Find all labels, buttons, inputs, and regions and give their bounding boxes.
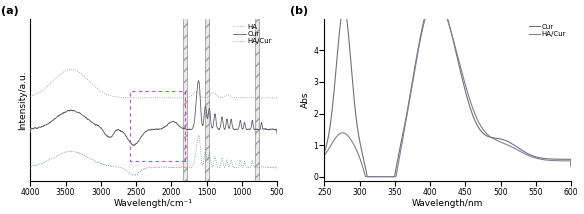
HA xyxy=(69,68,77,71)
HA/Cur xyxy=(461,83,468,85)
Y-axis label: Abs: Abs xyxy=(301,92,311,108)
HA/Cur xyxy=(568,166,575,168)
Cur xyxy=(27,131,34,134)
Cur xyxy=(340,7,347,10)
Legend: HA, Cur, HA/Cur: HA, Cur, HA/Cur xyxy=(232,22,273,46)
HA/Cur xyxy=(436,0,443,2)
Bar xyxy=(130,91,185,161)
HA/Cur xyxy=(340,132,347,134)
Cur xyxy=(568,165,575,168)
HA/Cur xyxy=(58,152,65,155)
HA/Cur xyxy=(426,5,433,8)
Cur xyxy=(130,144,137,147)
Line: HA/Cur: HA/Cur xyxy=(324,0,571,177)
Cur xyxy=(32,126,39,129)
Cur xyxy=(231,128,238,131)
Cur xyxy=(426,1,433,3)
Text: (b): (b) xyxy=(290,6,308,16)
HA xyxy=(245,96,252,99)
Cur xyxy=(179,127,186,129)
HA/Cur xyxy=(179,166,186,169)
Cur xyxy=(273,133,280,135)
Cur xyxy=(461,89,468,91)
HA xyxy=(58,72,65,75)
HA xyxy=(231,96,238,99)
HA/Cur xyxy=(32,164,39,167)
Line: HA/Cur: HA/Cur xyxy=(30,135,277,175)
Cur xyxy=(350,91,357,93)
Text: (a): (a) xyxy=(1,6,18,16)
HA/Cur xyxy=(27,168,34,170)
HA/Cur xyxy=(245,166,252,169)
HA/Cur xyxy=(362,175,369,178)
Legend: Cur, HA/Cur: Cur, HA/Cur xyxy=(528,22,568,39)
Y-axis label: Intensity/a.u.: Intensity/a.u. xyxy=(19,70,27,130)
Cur xyxy=(195,79,202,82)
Bar xyxy=(206,16,209,181)
Cur xyxy=(364,175,371,178)
HA/Cur xyxy=(168,166,175,169)
Cur xyxy=(58,113,65,115)
HA xyxy=(179,97,186,99)
HA/Cur xyxy=(231,166,238,169)
HA xyxy=(168,97,175,99)
Cur xyxy=(321,160,328,163)
HA xyxy=(27,95,34,98)
HA/Cur xyxy=(432,0,439,1)
HA xyxy=(273,97,280,99)
X-axis label: Wavelength/cm⁻¹: Wavelength/cm⁻¹ xyxy=(114,199,193,208)
HA xyxy=(32,93,39,96)
HA/Cur xyxy=(321,162,328,165)
Line: Cur: Cur xyxy=(30,81,277,145)
HA xyxy=(271,97,278,100)
Line: Cur: Cur xyxy=(324,0,571,177)
HA/Cur xyxy=(196,134,203,137)
X-axis label: Wavelength/nm: Wavelength/nm xyxy=(412,199,484,208)
HA/Cur xyxy=(130,174,137,177)
Bar xyxy=(183,16,187,181)
Cur xyxy=(168,121,175,123)
Line: HA: HA xyxy=(30,69,277,98)
HA/Cur xyxy=(350,143,357,145)
Bar xyxy=(255,16,259,181)
HA/Cur xyxy=(431,0,438,1)
Cur xyxy=(245,128,252,130)
HA/Cur xyxy=(273,169,280,172)
